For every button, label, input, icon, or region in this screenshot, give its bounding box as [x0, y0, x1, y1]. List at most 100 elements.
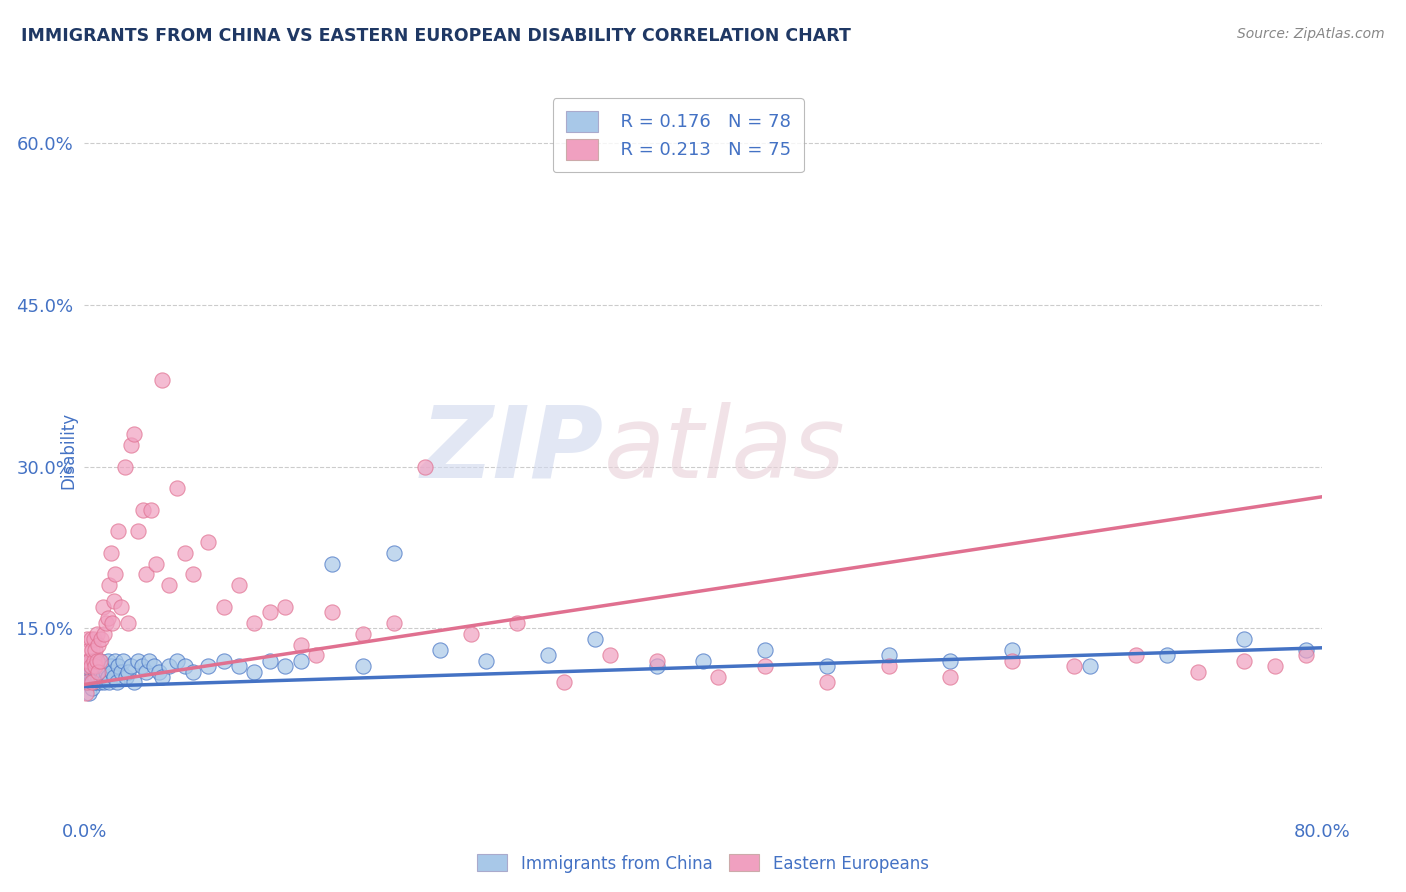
Point — [82, 654, 104, 668]
Point — [754, 659, 776, 673]
Point — [98, 675, 121, 690]
Point — [105, 675, 128, 690]
Point — [103, 670, 125, 684]
Point — [148, 665, 170, 679]
Point — [83, 654, 105, 668]
Point — [122, 675, 145, 690]
Point — [939, 670, 962, 684]
Point — [87, 638, 110, 652]
Point — [86, 654, 108, 668]
Point — [259, 605, 281, 619]
Point — [212, 599, 235, 614]
Point — [84, 659, 107, 673]
Point — [159, 659, 180, 673]
Point — [120, 438, 142, 452]
Point — [76, 675, 98, 690]
Point — [1295, 648, 1317, 663]
Point — [77, 686, 100, 700]
Point — [84, 670, 107, 684]
Point — [79, 659, 101, 673]
Point — [77, 654, 100, 668]
Point — [103, 594, 125, 608]
Point — [352, 627, 374, 641]
Point — [76, 659, 98, 673]
Point — [89, 654, 111, 668]
Point — [89, 675, 111, 690]
Point — [82, 665, 104, 679]
Point — [228, 578, 250, 592]
Point — [79, 632, 101, 647]
Point — [506, 615, 529, 630]
Point — [1187, 665, 1209, 679]
Point — [877, 648, 900, 663]
Point — [75, 686, 97, 700]
Point — [645, 654, 668, 668]
Point — [1264, 659, 1286, 673]
Point — [143, 659, 166, 673]
Point — [352, 659, 374, 673]
Point — [475, 654, 498, 668]
Point — [243, 615, 266, 630]
Point — [274, 599, 297, 614]
Point — [1001, 643, 1024, 657]
Point — [243, 665, 266, 679]
Point — [1295, 643, 1317, 657]
Point — [90, 632, 112, 647]
Point — [96, 610, 118, 624]
Text: IMMIGRANTS FROM CHINA VS EASTERN EUROPEAN DISABILITY CORRELATION CHART: IMMIGRANTS FROM CHINA VS EASTERN EUROPEA… — [21, 27, 851, 45]
Point — [86, 675, 108, 690]
Point — [599, 648, 621, 663]
Point — [117, 665, 139, 679]
Point — [321, 557, 343, 571]
Text: atlas: atlas — [605, 402, 845, 499]
Point — [115, 670, 138, 684]
Point — [707, 670, 730, 684]
Point — [112, 654, 135, 668]
Point — [645, 659, 668, 673]
Point — [212, 654, 235, 668]
Point — [93, 627, 115, 641]
Point — [91, 599, 114, 614]
Point — [75, 675, 97, 690]
Point — [82, 675, 104, 690]
Point — [79, 659, 101, 673]
Point — [91, 670, 114, 684]
Point — [815, 659, 838, 673]
Point — [877, 659, 900, 673]
Point — [75, 665, 97, 679]
Point — [382, 546, 405, 560]
Point — [100, 546, 122, 560]
Point — [1063, 659, 1085, 673]
Point — [107, 524, 129, 539]
Point — [96, 670, 118, 684]
Point — [83, 675, 105, 690]
Point — [305, 648, 328, 663]
Point — [101, 615, 124, 630]
Point — [87, 665, 110, 679]
Point — [82, 681, 104, 695]
Point — [692, 654, 714, 668]
Legend: Immigrants from China, Eastern Europeans: Immigrants from China, Eastern Europeans — [471, 847, 935, 880]
Point — [127, 654, 149, 668]
Point — [132, 502, 155, 516]
Point — [84, 654, 107, 668]
Point — [101, 665, 124, 679]
Point — [553, 675, 575, 690]
Point — [1078, 659, 1101, 673]
Point — [754, 643, 776, 657]
Point — [274, 659, 297, 673]
Point — [259, 654, 281, 668]
Point — [117, 615, 139, 630]
Point — [150, 373, 173, 387]
Point — [174, 659, 197, 673]
Point — [96, 654, 118, 668]
Point — [1001, 654, 1024, 668]
Legend:   R = 0.176   N = 78,   R = 0.213   N = 75: R = 0.176 N = 78, R = 0.213 N = 75 — [553, 98, 804, 172]
Text: ZIP: ZIP — [420, 402, 605, 499]
Point — [127, 524, 149, 539]
Point — [413, 459, 436, 474]
Point — [104, 654, 127, 668]
Point — [1156, 648, 1178, 663]
Point — [86, 627, 108, 641]
Point — [382, 615, 405, 630]
